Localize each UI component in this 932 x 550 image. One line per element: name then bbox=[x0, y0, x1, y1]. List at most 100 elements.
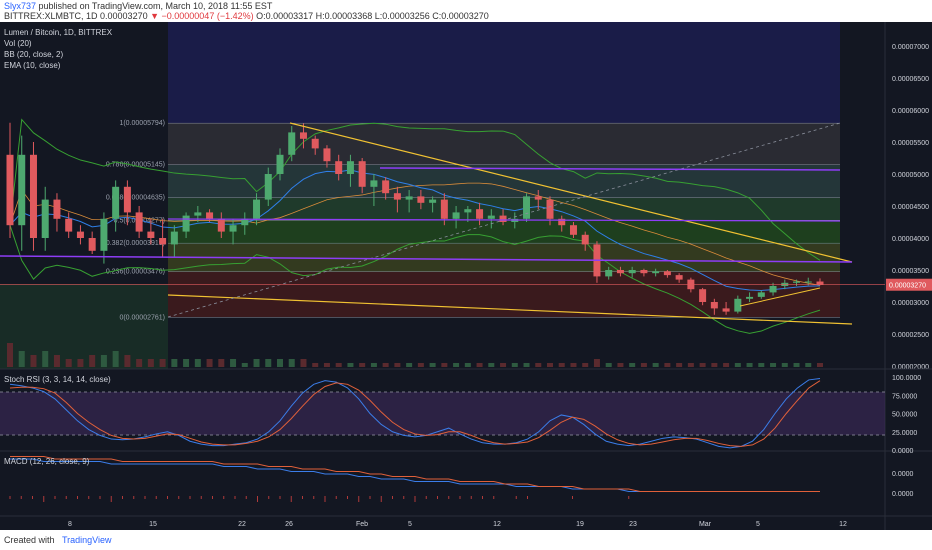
volume-bar bbox=[746, 363, 753, 367]
volume-bar bbox=[171, 359, 178, 367]
candle-body bbox=[534, 196, 542, 200]
candle-body bbox=[100, 218, 108, 251]
volume-bar bbox=[147, 359, 154, 367]
legend-pair: Lumen / Bitcoin, 1D, BITTREX bbox=[4, 28, 113, 37]
candle-body bbox=[288, 132, 296, 155]
volume-bar bbox=[500, 363, 507, 367]
volume-bar bbox=[42, 351, 49, 367]
volume-bar bbox=[793, 363, 800, 367]
volume-bar bbox=[218, 359, 225, 367]
volume-bar bbox=[288, 359, 295, 367]
volume-bar bbox=[417, 363, 424, 367]
volume-bar bbox=[511, 363, 518, 367]
candle-body bbox=[699, 289, 707, 302]
volume-bar bbox=[136, 359, 143, 367]
volume-bar bbox=[464, 363, 471, 367]
candle-body bbox=[182, 215, 190, 232]
x-tick-label: 15 bbox=[149, 521, 157, 528]
candle-body bbox=[757, 292, 765, 297]
volume-bar bbox=[629, 363, 636, 367]
x-tick-label: Feb bbox=[356, 521, 368, 528]
stoch-tick-label: 50.0000 bbox=[892, 412, 917, 419]
candle-body bbox=[393, 193, 401, 200]
volume-bar bbox=[347, 363, 354, 367]
candle-body bbox=[476, 209, 484, 219]
volume-bar bbox=[183, 359, 190, 367]
volume-bar bbox=[617, 363, 624, 367]
symbol-label: BITTREX:XLMBTC, 1D bbox=[4, 11, 98, 21]
volume-bar bbox=[312, 363, 319, 367]
footer-created-with: Created with bbox=[4, 535, 55, 545]
fib-level-label: 0.786(0.00005145) bbox=[106, 162, 165, 169]
last-price-tag bbox=[886, 278, 932, 291]
ohlc-values: O:0.00003317 H:0.00003368 L:0.00003256 C… bbox=[256, 11, 489, 21]
footer-brand[interactable]: TradingView bbox=[62, 535, 112, 545]
x-tick-label: 23 bbox=[629, 521, 637, 528]
candle-body bbox=[816, 281, 824, 285]
volume-bar bbox=[476, 363, 483, 367]
volume-bar bbox=[206, 359, 213, 367]
y-tick-label: 0.00007000 bbox=[892, 44, 929, 51]
lower-trendline bbox=[167, 294, 853, 325]
price-change: ▼ −0.00000047 (−1.42%) bbox=[150, 11, 254, 21]
candle-body bbox=[452, 212, 460, 219]
candle-body bbox=[159, 238, 167, 245]
y-tick-label: 0.00002000 bbox=[892, 364, 929, 371]
legend-ema: EMA (10, close) bbox=[4, 61, 61, 70]
volume-bar bbox=[65, 359, 72, 367]
candle-body bbox=[558, 218, 566, 226]
candle-body bbox=[710, 302, 718, 309]
bb-upper-line bbox=[9, 118, 821, 261]
author-link[interactable]: Slyx737 bbox=[4, 1, 37, 11]
candle-body bbox=[253, 199, 261, 219]
fib-zone-top bbox=[168, 22, 840, 123]
candle-body bbox=[382, 180, 390, 194]
candle-body bbox=[65, 218, 73, 232]
bottom-zone bbox=[0, 284, 168, 369]
x-tick-label: 5 bbox=[408, 521, 412, 528]
candle-body bbox=[358, 161, 366, 187]
volume-bar bbox=[805, 363, 812, 367]
x-tick-label: 12 bbox=[493, 521, 501, 528]
volume-bar bbox=[7, 343, 13, 367]
y-tick-label: 0.00004000 bbox=[892, 236, 929, 243]
candle-body bbox=[229, 225, 237, 232]
y-tick-label: 0.00004500 bbox=[892, 204, 929, 211]
candle-body bbox=[523, 196, 531, 219]
volume-bar bbox=[230, 359, 237, 367]
candle-body bbox=[628, 270, 636, 274]
purple-line-high bbox=[379, 167, 841, 171]
publish-line: Slyx737 published on TradingView.com, Ma… bbox=[4, 1, 272, 11]
candle-body bbox=[335, 161, 343, 174]
volume-bar bbox=[547, 363, 553, 367]
volume-bar bbox=[53, 355, 60, 367]
candle-body bbox=[616, 270, 624, 274]
candle-body bbox=[217, 218, 225, 232]
fib-level-label: 0.236(0.00003476) bbox=[106, 269, 165, 276]
fib-zone-1 bbox=[168, 123, 840, 165]
publish-header: Slyx737 published on TradingView.com, Ma… bbox=[0, 0, 932, 22]
volume-bar bbox=[124, 355, 131, 367]
volume-bar bbox=[605, 363, 612, 367]
candle-body bbox=[76, 231, 84, 238]
chart-canvas[interactable]: 1(0.00005794) 0.786(0.00005145) 0.618(0.00… bbox=[0, 22, 932, 530]
legend-bb: BB (20, close, 2) bbox=[4, 50, 63, 59]
candle-body bbox=[652, 271, 660, 274]
volume-bar bbox=[711, 363, 718, 367]
candle-body bbox=[769, 286, 777, 293]
footer: Created with TradingView bbox=[0, 530, 932, 550]
x-tick-label: 26 bbox=[285, 521, 293, 528]
volume-bar bbox=[265, 359, 272, 367]
y-tick-label: 0.00006000 bbox=[892, 108, 929, 115]
x-tick-label: 8 bbox=[68, 521, 72, 528]
fib-zone-3 bbox=[168, 198, 840, 221]
volume-bar bbox=[323, 363, 330, 367]
stoch-tick-label: 0.0000 bbox=[892, 448, 914, 455]
candle-body bbox=[581, 234, 589, 245]
candle-body bbox=[464, 209, 472, 213]
candle-body bbox=[546, 199, 554, 219]
candle-body bbox=[440, 199, 448, 219]
volume-bar bbox=[382, 363, 389, 367]
candle-body bbox=[147, 231, 155, 238]
candle-body bbox=[746, 296, 754, 299]
